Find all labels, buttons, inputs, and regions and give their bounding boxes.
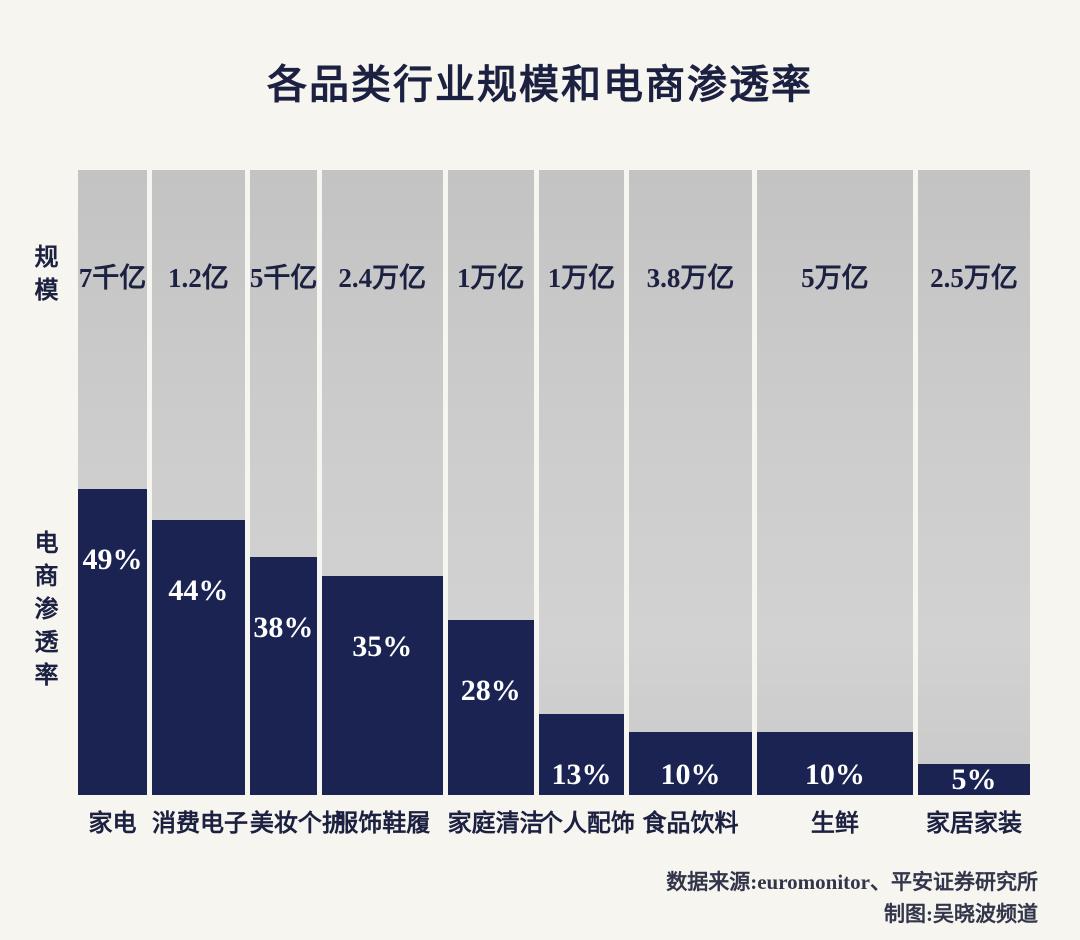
bar-column: 1.2亿 44% [151,170,245,795]
axis-label-scale: 规模 [30,244,56,310]
scale-value: 5千亿 [249,263,318,293]
category-label: 生鲜 [810,811,859,837]
category-label: 家庭清洁 [447,811,544,837]
scale-value: 2.4万亿 [338,263,427,293]
penetration-bar: 44% [151,520,245,795]
footer: 数据来源:euromonitor、平安证券研究所 制图:吴晓波频道 [666,866,1038,930]
penetration-value: 35% [352,630,413,663]
bars: 7千亿 49% 1.2亿 44% 5千亿 38% 2.4万亿 35% 1万亿 28% 1万亿 13% 3… [78,170,1030,796]
penetration-bar: 35% [321,576,443,795]
penetration-bar: 28% [447,620,534,795]
penetration-bar: 38% [249,557,317,795]
bar-column: 7千亿 49% [78,170,147,795]
category-label: 服饰鞋履 [334,811,431,837]
penetration-value: 10% [660,758,721,791]
penetration-value: 38% [253,611,314,644]
category-label: 食品饮料 [642,811,739,837]
penetration-value: 44% [168,574,229,607]
bar-column: 5千亿 38% [249,170,318,795]
bar-column: 1万亿 28% [447,170,534,795]
category-label: 美妆个护 [249,811,346,837]
penetration-value: 5% [951,763,997,796]
chart-title: 各品类行业规模和电商渗透率 [267,62,813,107]
category-label: 个人配饰 [538,811,635,837]
category-label: 消费电子 [151,811,248,837]
category-label: 家居家装 [925,811,1022,837]
penetration-bar: 10% [629,732,752,795]
bar-column: 1万亿 13% [538,170,625,795]
scale-value: 1.2亿 [168,263,229,293]
bar-column: 5万亿 10% [756,170,913,795]
penetration-value: 28% [460,674,521,707]
scale-value: 1万亿 [457,263,525,293]
bar-column: 3.8万亿 10% [629,170,752,795]
scale-value: 3.8万亿 [646,263,735,293]
penetration-value: 10% [804,758,865,791]
chart-plot-area: 7千亿 49% 1.2亿 44% 5千亿 38% 2.4万亿 35% 1万亿 28% 1万亿 13% 3… [78,170,1030,838]
penetration-value: 13% [551,758,612,791]
scale-value: 1万亿 [547,263,616,293]
data-source-text: 数据来源:euromonitor、平安证券研究所 [666,870,1038,894]
penetration-bar: 13% [538,714,625,795]
axis-label-penetration: 电商渗透率 [30,530,56,695]
category-labels: 家电 消费电子 美妆个护 服饰鞋履 家庭清洁 个人配饰 食品饮料 生鲜 家居家装 [78,803,1030,838]
penetration-bar: 10% [756,732,913,795]
penetration-bar: 49% [78,489,147,795]
scale-value: 2.5万亿 [930,263,1018,293]
credit-text: 制图:吴晓波频道 [884,902,1038,926]
scale-value: 5万亿 [801,263,869,293]
scale-value: 7千亿 [78,263,147,293]
category-label: 家电 [88,811,137,837]
penetration-value: 49% [82,543,143,576]
penetration-bar: 5% [917,763,1030,796]
bar-column: 2.4万亿 35% [321,170,443,795]
bar-column: 2.5万亿 5% [917,170,1030,796]
